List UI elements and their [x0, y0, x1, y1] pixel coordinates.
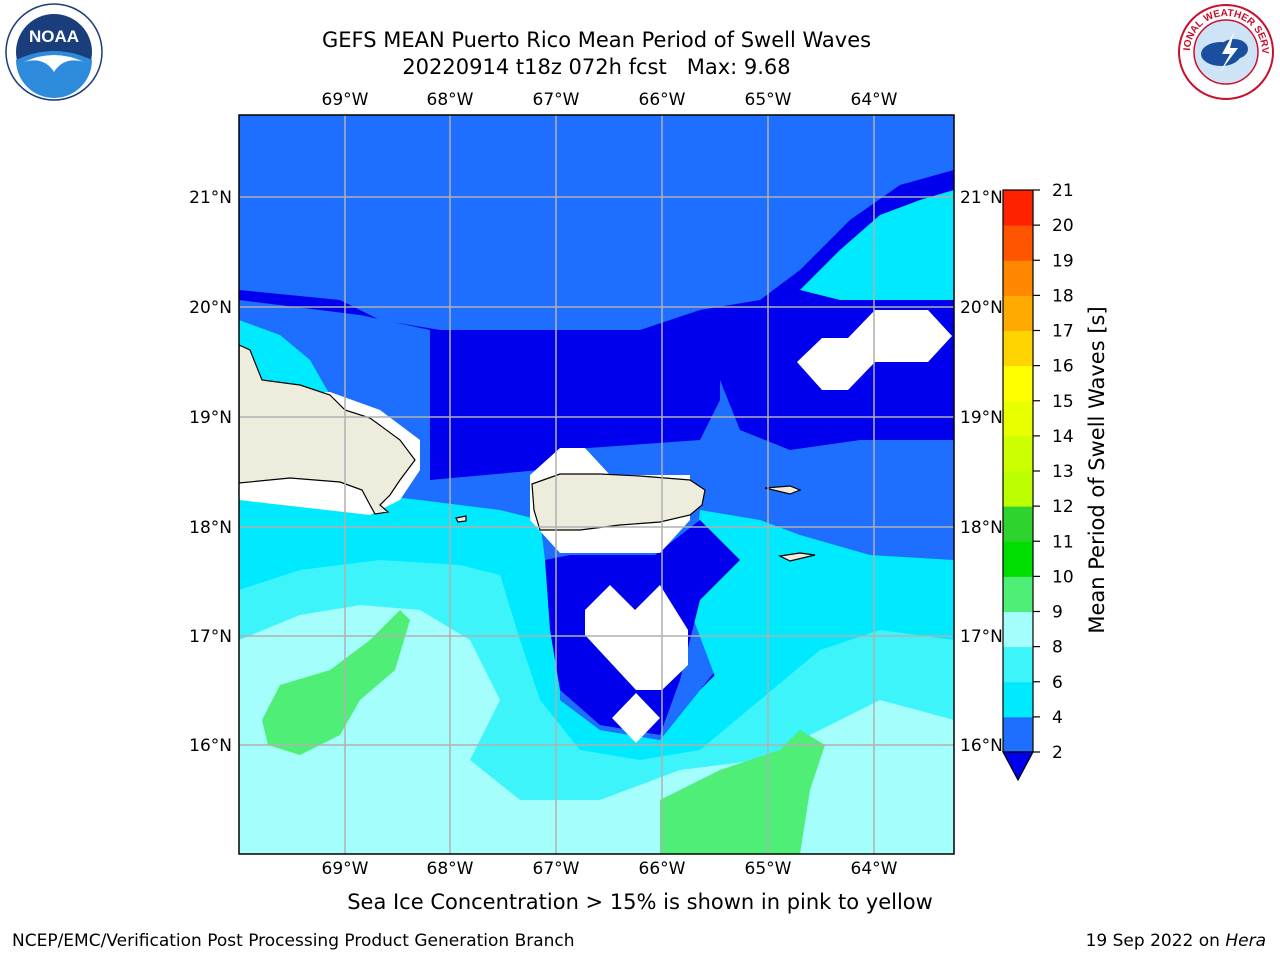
colorbar-swatch: [1003, 295, 1033, 331]
colorbar-swatch: [1003, 190, 1033, 226]
swell-period-field: [239, 115, 954, 854]
footer-machine: Hera: [1225, 931, 1266, 951]
chart-subtitle: 20220914 t18z 072h fcst Max: 9.68: [402, 55, 791, 79]
colorbar-tick-label: 16: [1052, 357, 1074, 377]
colorbar-tick-label: 10: [1052, 567, 1074, 587]
virgin-islands-land: [764, 485, 802, 495]
lon-tick-label: 67°W: [533, 859, 580, 879]
colorbar-tick-label: 4: [1052, 708, 1063, 728]
colorbar: 2 4 6 8 9 10 11 12 13 14 15 16 17 18 19 20 21: [1001, 181, 1074, 782]
lon-tick-label: 68°W: [427, 859, 474, 879]
lon-tick-label: 69°W: [322, 90, 369, 110]
colorbar-under-triangle: [1001, 751, 1035, 782]
colorbar-tick-label: 2: [1052, 743, 1063, 763]
colorbar-swatch: [1003, 435, 1033, 472]
mona-island-land: [455, 515, 467, 523]
lon-tick-label: 64°W: [851, 90, 898, 110]
colorbar-swatch: [1003, 576, 1033, 612]
lat-tick-label: 21°N: [189, 188, 232, 208]
colorbar-swatch: [1003, 681, 1033, 718]
colorbar-tick-label: 9: [1052, 603, 1063, 623]
colorbar-swatch: [1003, 646, 1033, 683]
lat-tick-label: 21°N: [960, 188, 1003, 208]
colorbar-tick-label: 11: [1052, 532, 1074, 552]
colorbar-title: Mean Period of Swell Waves [s]: [1085, 306, 1109, 634]
footer-branch: NCEP/EMC/Verification Post Processing Pr…: [12, 931, 575, 951]
lat-tick-label: 16°N: [960, 736, 1003, 756]
colorbar-swatch: [1003, 611, 1033, 648]
colorbar-tick-label: 20: [1052, 216, 1074, 236]
lat-tick-label: 19°N: [189, 408, 232, 428]
lat-labels-left: 21°N 20°N 19°N 18°N 17°N 16°N: [189, 188, 232, 756]
footer-date-text: 19 Sep 2022 on: [1085, 931, 1226, 951]
lon-tick-label: 64°W: [851, 859, 898, 879]
lon-labels-bottom: 69°W 68°W 67°W 66°W 65°W 64°W: [322, 859, 898, 879]
colorbar-swatch: [1003, 365, 1033, 402]
lon-tick-label: 68°W: [427, 90, 474, 110]
lon-tick-label: 66°W: [639, 90, 686, 110]
colorbar-tick-label: 21: [1052, 181, 1074, 201]
lat-labels-right: 21°N 20°N 19°N 18°N 17°N 16°N: [960, 188, 1003, 756]
colorbar-tick-label: 19: [1052, 251, 1074, 271]
colorbar-tick-label: 6: [1052, 673, 1063, 693]
nodata-area-south-2: [612, 693, 660, 743]
lat-tick-label: 20°N: [189, 298, 232, 318]
lat-tick-label: 17°N: [960, 627, 1003, 647]
noaa-logo-text: NOAA: [29, 27, 79, 46]
chart-title: GEFS MEAN Puerto Rico Mean Period of Swe…: [321, 28, 872, 52]
colorbar-tick-label: 18: [1052, 286, 1074, 306]
period-9-10-area-west: [262, 610, 410, 755]
colorbar-tick-label: 13: [1052, 462, 1074, 482]
st-croix-land: [778, 552, 816, 562]
period-4-6-area-northeast: [800, 190, 954, 300]
lat-tick-label: 20°N: [960, 298, 1003, 318]
lat-tick-label: 19°N: [960, 408, 1003, 428]
colorbar-tick-label: 8: [1052, 638, 1063, 658]
nws-logo: NATIONAL WEATHER SERVICE: [1176, 2, 1274, 100]
sea-ice-caption: Sea Ice Concentration > 15% is shown in …: [347, 890, 933, 914]
colorbar-swatch: [1003, 260, 1033, 296]
lon-tick-label: 67°W: [533, 90, 580, 110]
lat-tick-label: 17°N: [189, 627, 232, 647]
lon-labels-top: 69°W 68°W 67°W 66°W 65°W 64°W: [322, 90, 898, 110]
colorbar-tick-label: 15: [1052, 392, 1074, 412]
map-frame: [238, 114, 955, 855]
lat-tick-label: 18°N: [189, 518, 232, 538]
colorbar-tick-label: 12: [1052, 497, 1074, 517]
colorbar-swatch: [1003, 506, 1033, 542]
lon-tick-label: 69°W: [322, 859, 369, 879]
map-gridlines: [239, 115, 954, 854]
colorbar-swatch: [1003, 400, 1033, 437]
lon-tick-label: 66°W: [639, 859, 686, 879]
lon-tick-label: 65°W: [745, 90, 792, 110]
colorbar-tick-label: 17: [1052, 322, 1074, 342]
footer-date: 19 Sep 2022 on Hera: [1086, 931, 1266, 951]
colorbar-swatch: [1003, 225, 1033, 261]
lon-tick-label: 65°W: [745, 859, 792, 879]
colorbar-tick-label: 14: [1052, 427, 1074, 447]
colorbar-swatch: [1003, 541, 1033, 577]
lat-tick-label: 16°N: [189, 736, 232, 756]
period-2-4-area-north: [239, 115, 954, 330]
period-4-6-area-east: [690, 510, 954, 690]
colorbar-swatch: [1003, 716, 1033, 753]
hispaniola-land: [239, 344, 416, 515]
colorbar-swatch: [1003, 330, 1033, 367]
lat-tick-label: 18°N: [960, 518, 1003, 538]
colorbar-swatch: [1003, 471, 1033, 507]
noaa-logo: NOAA: [5, 3, 103, 101]
period-9-10-area-south: [660, 730, 825, 854]
